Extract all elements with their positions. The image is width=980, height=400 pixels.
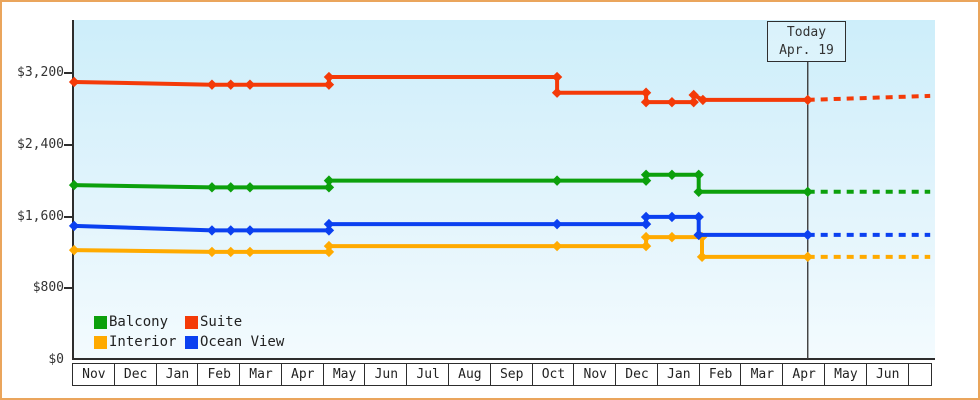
today-marker-label: Today Apr. 19: [767, 21, 846, 62]
y-axis-tick-label: $800: [32, 280, 64, 296]
y-axis-tick-mark: [64, 287, 72, 290]
y-axis-tick-label: $3,200: [17, 65, 64, 80]
x-axis-month-label: Aug: [448, 363, 491, 386]
legend-swatch: [185, 315, 198, 329]
x-axis-month-label: Dec: [113, 363, 157, 386]
x-axis-month-label: Sep: [489, 363, 533, 386]
legend-item-interior: Interior: [94, 334, 176, 350]
legend-label: Balcony: [109, 314, 169, 330]
legend-item-balcony: Balcony: [94, 314, 168, 330]
today-label-line1: Today: [786, 25, 827, 40]
legend-item-ocean-view: Ocean View: [185, 334, 284, 350]
x-axis-month-label: Jun: [865, 363, 909, 386]
x-axis-month-label: Mar: [239, 363, 282, 386]
x-axis-month-label: Apr: [782, 363, 826, 386]
legend-item-suite: Suite: [185, 314, 242, 330]
legend-swatch: [185, 335, 198, 349]
y-axis-tick-label: $0: [48, 352, 64, 367]
y-axis-tick-mark: [64, 143, 72, 146]
x-axis-empty-cell: [907, 363, 932, 386]
x-axis-month-label: Nov: [573, 363, 617, 386]
x-axis-month-label: Oct: [531, 363, 575, 386]
legend-label: Suite: [200, 314, 243, 330]
y-axis-tick-label: $1,600: [17, 208, 64, 224]
y-axis-tick-mark: [64, 215, 72, 218]
today-label-line2: Apr. 19: [779, 43, 834, 58]
x-axis-month-label: Feb: [197, 363, 241, 386]
x-axis-month-label: Nov: [72, 363, 115, 386]
x-axis-month-label: Jun: [364, 363, 408, 386]
x-axis-month-label: Feb: [698, 363, 742, 386]
x-axis-month-label: Mar: [740, 363, 784, 386]
x-axis-month-label: Dec: [615, 363, 658, 386]
legend-label: Interior: [109, 334, 177, 350]
x-axis-month-label: Jul: [406, 363, 449, 386]
legend-swatch: [94, 315, 107, 329]
x-axis-month-label: Jan: [656, 363, 700, 386]
x-axis-month-label: May: [322, 363, 366, 386]
y-axis-tick-mark: [64, 72, 72, 74]
y-axis-tick-label: $2,400: [17, 136, 64, 152]
x-axis-month-label: Apr: [280, 363, 324, 386]
x-axis-month-label: Jan: [155, 363, 199, 386]
x-axis-month-label: May: [824, 363, 867, 386]
legend-label: Ocean View: [200, 334, 285, 350]
plot-area: [72, 20, 935, 360]
legend-swatch: [94, 335, 107, 349]
